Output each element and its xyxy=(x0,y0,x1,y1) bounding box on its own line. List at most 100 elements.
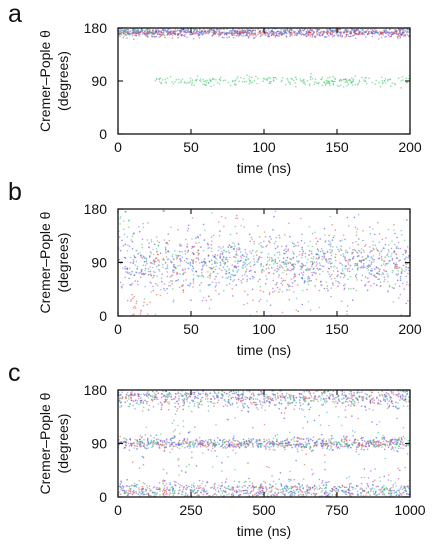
data-point xyxy=(299,33,301,35)
data-point xyxy=(217,28,219,31)
data-point xyxy=(342,397,345,400)
data-point xyxy=(157,268,160,271)
data-point xyxy=(250,236,253,239)
data-point xyxy=(350,35,352,38)
data-point xyxy=(349,258,351,261)
data-point xyxy=(297,29,299,32)
data-point xyxy=(268,405,271,407)
data-point xyxy=(146,303,149,306)
data-point xyxy=(368,259,371,262)
data-point xyxy=(359,487,362,489)
data-point xyxy=(221,470,223,472)
data-point xyxy=(233,443,235,445)
data-point xyxy=(400,485,403,487)
data-point xyxy=(245,270,247,272)
data-point xyxy=(332,437,334,440)
data-point xyxy=(131,270,133,273)
data-point xyxy=(193,493,196,495)
data-point xyxy=(380,76,383,79)
data-point xyxy=(227,393,229,395)
data-point xyxy=(295,245,297,247)
data-point xyxy=(156,396,158,399)
data-point xyxy=(158,259,160,262)
data-point xyxy=(268,82,271,84)
data-point xyxy=(344,437,346,439)
data-point xyxy=(338,80,341,82)
data-point xyxy=(375,79,378,82)
data-point xyxy=(198,443,200,446)
data-point xyxy=(346,397,349,400)
data-point xyxy=(173,441,176,444)
data-point xyxy=(234,396,237,399)
x-axis-title: time (ns) xyxy=(237,160,291,176)
data-point xyxy=(260,444,262,446)
data-point xyxy=(243,255,245,257)
data-point xyxy=(349,270,351,273)
data-point xyxy=(290,395,292,398)
data-point xyxy=(143,394,146,396)
data-point xyxy=(397,33,399,35)
data-point xyxy=(315,265,318,267)
data-point xyxy=(160,277,163,279)
data-point xyxy=(352,442,355,444)
data-point xyxy=(300,393,303,395)
y-tick-label: 0 xyxy=(99,126,107,142)
data-point xyxy=(164,246,167,249)
data-point xyxy=(255,254,258,256)
data-point xyxy=(250,269,252,272)
data-point xyxy=(119,406,121,408)
data-point xyxy=(177,392,179,395)
data-point xyxy=(319,424,322,426)
data-point xyxy=(366,393,368,396)
data-point xyxy=(285,31,288,34)
data-point xyxy=(329,31,332,34)
data-point xyxy=(335,400,337,403)
data-point xyxy=(298,486,301,488)
data-point xyxy=(302,445,305,448)
data-point xyxy=(240,34,243,37)
data-point xyxy=(387,228,390,231)
data-point xyxy=(313,271,315,274)
data-point xyxy=(279,264,282,267)
data-point xyxy=(390,35,393,38)
data-point xyxy=(174,280,177,282)
data-point xyxy=(294,275,297,278)
data-point xyxy=(297,261,299,264)
data-point xyxy=(365,409,367,411)
data-point xyxy=(337,395,340,397)
data-point xyxy=(218,234,221,237)
data-point xyxy=(377,493,379,496)
data-point xyxy=(170,394,172,396)
data-point xyxy=(155,248,158,250)
data-point xyxy=(284,279,287,282)
data-point xyxy=(295,459,297,462)
data-point xyxy=(356,228,359,230)
data-point xyxy=(211,240,213,243)
data-point xyxy=(223,290,225,292)
data-point xyxy=(128,395,130,398)
data-point xyxy=(200,269,203,271)
data-point xyxy=(185,261,188,264)
data-point xyxy=(143,446,146,448)
data-point xyxy=(238,442,241,444)
data-point xyxy=(322,444,324,447)
data-point xyxy=(156,250,158,253)
data-point xyxy=(379,30,381,33)
data-point xyxy=(377,32,379,34)
data-point xyxy=(252,488,255,490)
data-point xyxy=(247,406,250,409)
data-point xyxy=(400,229,403,232)
data-point xyxy=(352,34,354,37)
data-point xyxy=(311,271,313,274)
data-point xyxy=(284,398,287,401)
data-point xyxy=(227,260,229,263)
data-point xyxy=(407,272,409,275)
data-point xyxy=(301,256,303,259)
data-point xyxy=(129,402,132,405)
data-point xyxy=(154,395,157,398)
data-point xyxy=(373,399,375,402)
data-point xyxy=(232,269,234,271)
data-point xyxy=(261,271,263,274)
data-point xyxy=(272,437,275,440)
data-point xyxy=(158,241,161,244)
